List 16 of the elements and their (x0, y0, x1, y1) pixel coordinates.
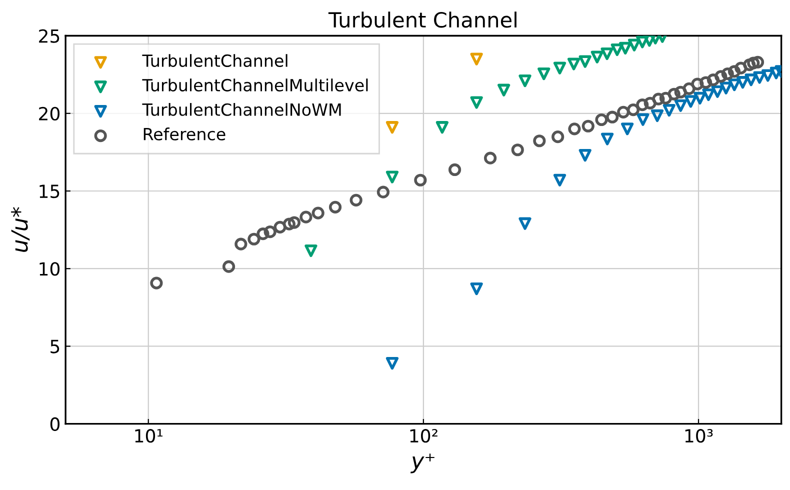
y-axis-title: u/u* (11, 207, 30, 252)
x-axis-title: y⁺ (410, 454, 434, 474)
legend-label: TurbulentChannelMultilevel (142, 78, 368, 92)
y-tick-label: 25 (39, 29, 60, 43)
y-tick-label: 20 (39, 106, 60, 120)
y-tick-label: 15 (40, 184, 60, 198)
x-tick-label: 10³ (685, 429, 713, 443)
y-tick-label: 5 (50, 340, 60, 354)
chart-title: Turbulent Channel (328, 12, 516, 28)
x-tick-label: 10² (410, 429, 438, 443)
legend-label: TurbulentChannel (142, 54, 288, 68)
y-tick-label: 10 (40, 262, 60, 276)
y-tick-label: 0 (50, 417, 60, 431)
x-tick-label: 10¹ (135, 429, 162, 443)
legend-label: TurbulentChannelNoWM (142, 103, 341, 116)
legend-label: Reference (144, 127, 226, 140)
